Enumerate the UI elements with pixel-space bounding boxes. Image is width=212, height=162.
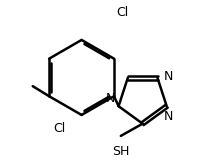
- Text: N: N: [106, 92, 116, 105]
- Text: SH: SH: [112, 145, 130, 158]
- Text: N: N: [164, 110, 173, 123]
- Text: Cl: Cl: [116, 6, 129, 19]
- Text: Cl: Cl: [54, 122, 66, 135]
- Text: N: N: [164, 70, 173, 83]
